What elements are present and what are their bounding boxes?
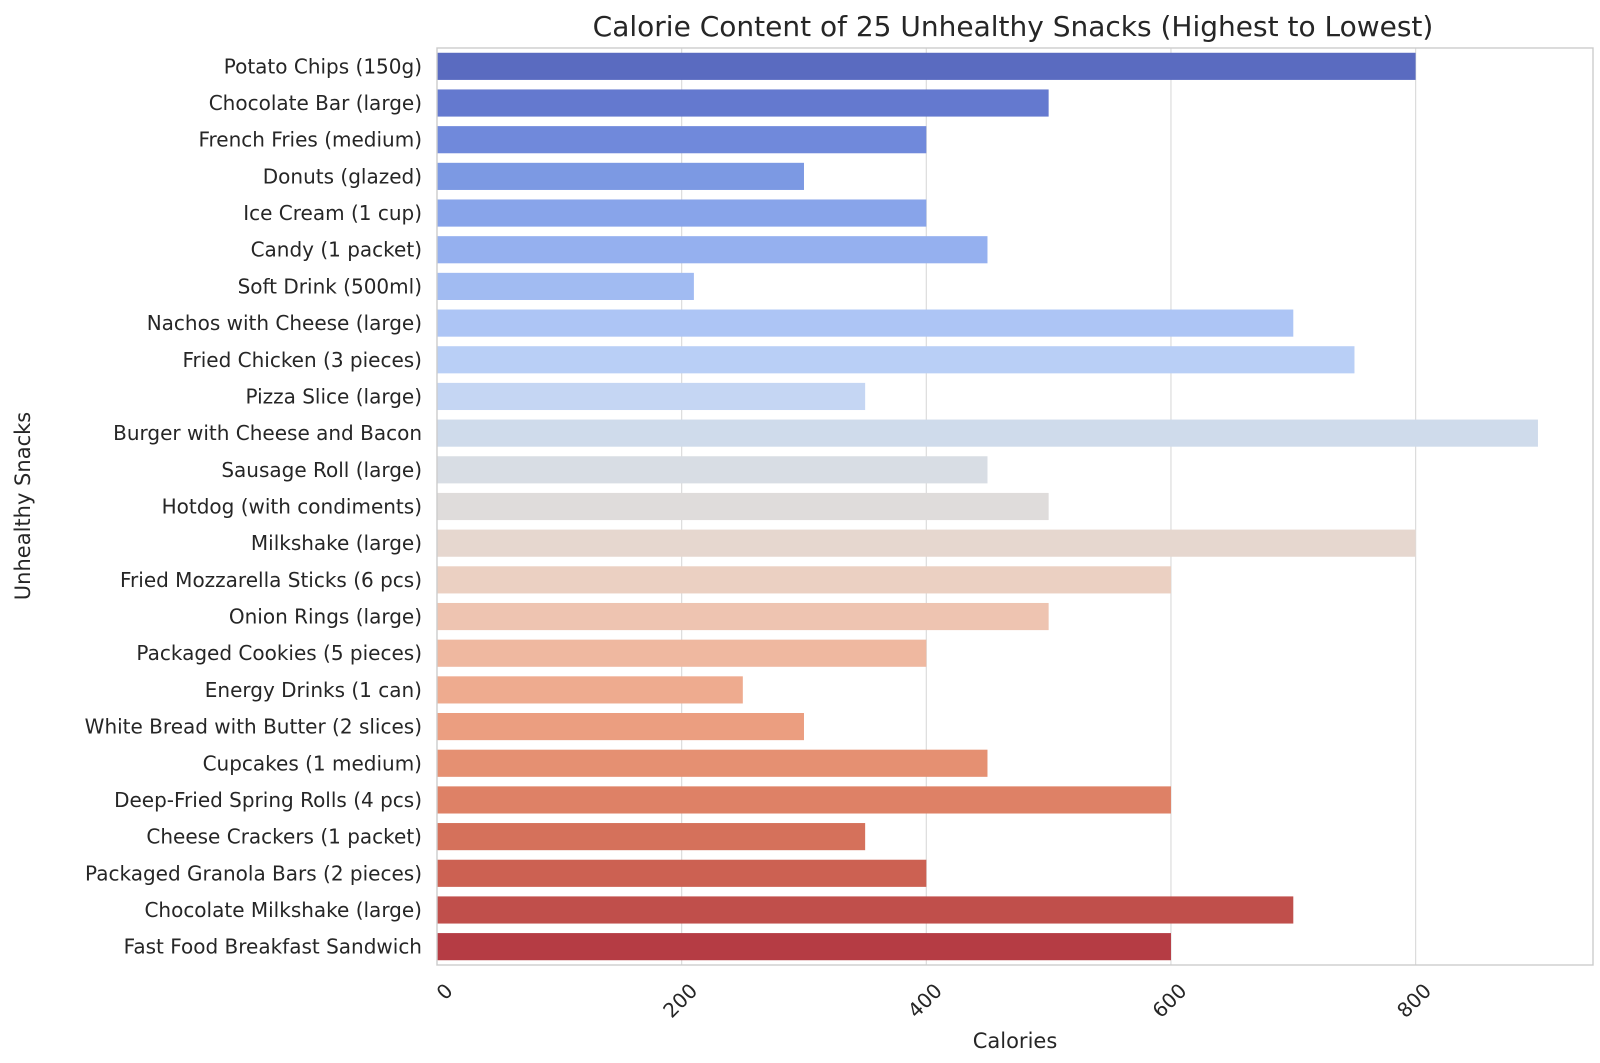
y-tick-label-20: Cupcakes (1 medium): [203, 751, 422, 775]
y-tick-labels: Potato Chips (150g) Chocolate Bar (large)…: [85, 54, 422, 958]
y-tick-label-2: Chocolate Bar (large): [209, 91, 422, 115]
y-tick-label-1: Potato Chips (150g): [224, 54, 422, 78]
bar-3: [437, 126, 927, 154]
bar-15: [437, 566, 1171, 594]
y-tick-label-17: Packaged Cookies (5 pieces): [136, 641, 422, 665]
bar-17: [437, 639, 927, 667]
x-axis-label: Calories: [973, 1029, 1058, 1053]
y-tick-label-7: Soft Drink (500ml): [238, 274, 422, 298]
bar-25: [437, 933, 1171, 961]
bar-23: [437, 859, 927, 887]
y-tick-label-9: Fried Chicken (3 pieces): [182, 348, 422, 372]
bar-20: [437, 749, 988, 777]
bar-9: [437, 346, 1355, 374]
bar-11: [437, 419, 1538, 447]
bar-13: [437, 492, 1049, 521]
bar-22: [437, 823, 866, 851]
y-tick-label-8: Nachos with Cheese (large): [147, 311, 422, 335]
y-tick-label-21: Deep-Fried Spring Rolls (4 pcs): [114, 788, 422, 812]
bar-6: [437, 236, 988, 264]
bar-12: [437, 456, 988, 484]
y-tick-label-23: Packaged Granola Bars (2 pieces): [85, 861, 422, 885]
bar-5: [437, 199, 927, 227]
chart-title: Calorie Content of 25 Unhealthy Snacks (…: [593, 10, 1434, 43]
bar-7: [437, 272, 694, 300]
bar-1: [437, 52, 1416, 80]
bar-14: [437, 529, 1416, 557]
y-tick-label-5: Ice Cream (1 cup): [243, 201, 422, 225]
y-tick-label-6: Candy (1 packet): [251, 238, 422, 262]
y-tick-label-10: Pizza Slice (large): [245, 384, 422, 408]
bar-8: [437, 309, 1294, 337]
y-tick-label-19: White Bread with Butter (2 slices): [85, 715, 422, 739]
y-tick-label-15: Fried Mozzarella Sticks (6 pcs): [120, 568, 422, 592]
y-tick-label-22: Cheese Crackers (1 packet): [146, 825, 422, 849]
bar-16: [437, 602, 1049, 631]
bar-21: [437, 786, 1171, 814]
y-tick-label-16: Onion Rings (large): [229, 605, 422, 629]
y-tick-label-12: Sausage Roll (large): [221, 458, 422, 482]
bar-series: [437, 52, 1538, 961]
bar-18: [437, 676, 743, 704]
bar-4: [437, 162, 804, 190]
plot-frame: [436, 47, 1594, 966]
y-tick-label-18: Energy Drinks (1 can): [205, 678, 422, 702]
bar-24: [437, 896, 1294, 924]
y-tick-label-3: French Fries (medium): [198, 128, 422, 152]
y-tick-label-13: Hotdog (with condiments): [162, 495, 422, 519]
y-tick-label-25: Fast Food Breakfast Sandwich: [124, 935, 422, 959]
y-tick-label-4: Donuts (glazed): [263, 164, 422, 188]
y-tick-label-14: Milkshake (large): [251, 531, 422, 555]
bar-10: [437, 382, 866, 411]
y-tick-label-24: Chocolate Milkshake (large): [144, 898, 422, 922]
bar-19: [437, 713, 804, 741]
bar-2: [437, 89, 1049, 117]
y-axis-label: Unhealthy Snacks: [11, 412, 35, 600]
y-tick-label-11: Burger with Cheese and Bacon: [113, 421, 422, 445]
